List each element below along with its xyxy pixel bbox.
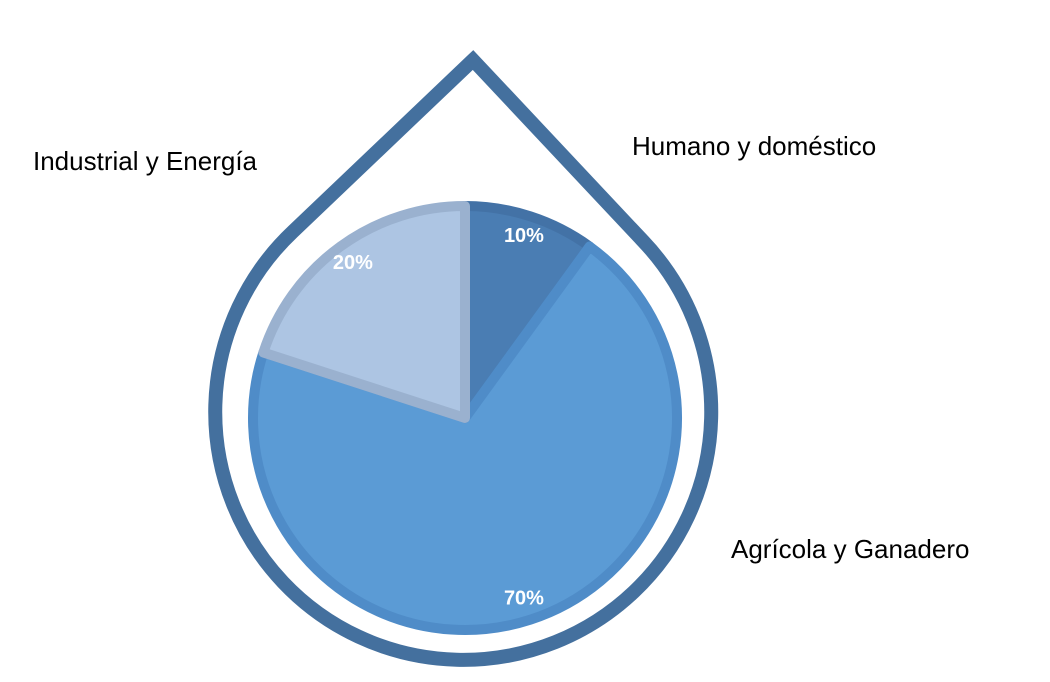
- category-label: Humano y doméstico: [632, 131, 876, 161]
- category-label: Agrícola y Ganadero: [731, 534, 969, 564]
- data-label: 70%: [504, 588, 544, 610]
- pie-slice: [248, 241, 682, 635]
- data-label: 10%: [504, 225, 544, 247]
- category-label: Industrial y Energía: [33, 146, 258, 176]
- pie-slice: [460, 201, 595, 423]
- drop-outline: [208, 50, 719, 667]
- pie: [248, 201, 682, 635]
- pie-slice: [258, 201, 470, 423]
- labels: 10% Humano y doméstico 70% Agrícola y Ganad…: [33, 131, 969, 610]
- data-label: 20%: [333, 252, 373, 274]
